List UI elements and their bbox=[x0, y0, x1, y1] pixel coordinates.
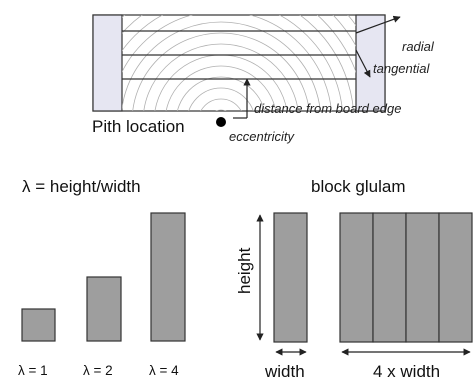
ratio-bar-label-1: λ = 1 bbox=[18, 363, 48, 378]
glulam-lamella-3 bbox=[405, 212, 440, 343]
glulam-lamella-4 bbox=[438, 212, 473, 343]
growth-ring bbox=[165, 65, 277, 111]
ratio-bar-label-3: λ = 4 bbox=[149, 363, 179, 378]
growth-ring bbox=[200, 98, 242, 111]
distance-from-board-edge-label: distance from board edge bbox=[254, 101, 401, 116]
ratio-bar-2 bbox=[86, 276, 122, 342]
radial-arrow bbox=[355, 15, 401, 34]
tangential-label: tangential bbox=[373, 61, 430, 76]
ratio-bar-3 bbox=[150, 212, 186, 342]
glulam-title: block glulam bbox=[311, 177, 406, 196]
width-label: width bbox=[264, 362, 305, 381]
single-lamella-bar bbox=[273, 212, 308, 343]
glulam-stack bbox=[339, 212, 473, 343]
pith-dot bbox=[216, 117, 226, 127]
pith-location-label: Pith location bbox=[92, 117, 185, 136]
eccentricity-label: eccentricity bbox=[229, 129, 296, 144]
ratio-bar-1 bbox=[21, 308, 56, 342]
growth-ring bbox=[215, 109, 227, 111]
glulam-lamella-1 bbox=[339, 212, 374, 343]
growth-ring bbox=[188, 87, 254, 111]
growth-ring bbox=[132, 32, 310, 111]
height-label: height bbox=[235, 247, 254, 294]
multi-width-label: 4 x width bbox=[373, 362, 440, 381]
growth-ring bbox=[176, 76, 266, 111]
ratio-bar-label-2: λ = 2 bbox=[83, 363, 113, 378]
board-cross-section bbox=[92, 14, 386, 112]
tangential-arrow bbox=[355, 49, 371, 78]
ratio-bars: λ = 1 λ = 2 λ = 4 bbox=[18, 212, 186, 378]
board-outline bbox=[92, 14, 386, 112]
growth-ring bbox=[143, 43, 299, 111]
ratio-title: λ = height/width bbox=[22, 177, 141, 196]
glulam-lamella-2 bbox=[372, 212, 407, 343]
growth-ring bbox=[122, 21, 321, 111]
left-end-block bbox=[92, 14, 123, 112]
radial-label: radial bbox=[402, 39, 435, 54]
